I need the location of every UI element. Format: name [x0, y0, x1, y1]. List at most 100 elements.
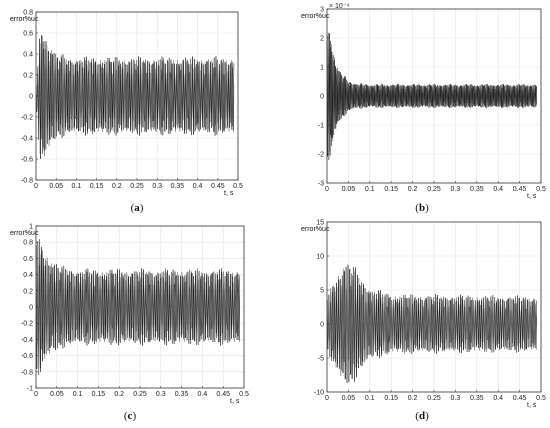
chart-panel-b: 0 0.05 0.1 0.15 0.2 0.25 0.3 0.35 0.4 0.45 0.5 3 2 1 0… [301, 3, 546, 214]
y-tick-label: 0.6 [23, 256, 33, 263]
x-tick-label: 0.3 [156, 391, 166, 398]
x-tick-label: 0.5 [233, 183, 243, 190]
y-tick-label: 0.4 [23, 52, 33, 59]
y-tick-label: 0.6 [23, 31, 33, 38]
y-tick-label: 3 [320, 7, 324, 14]
x-tick-label: 0.05 [50, 391, 64, 398]
y-axis-label: error%uc [10, 230, 39, 237]
series-line-overlay [35, 36, 235, 157]
caption-letter: a [134, 202, 140, 214]
x-tick-label: 0.2 [408, 186, 418, 193]
caption-open: ( [124, 410, 128, 422]
x-axis-label: t, s [527, 402, 537, 409]
x-tick-label: 0 [34, 391, 38, 398]
caption-open: ( [415, 410, 419, 422]
x-tick-label: 0.15 [90, 183, 104, 190]
x-tick-label: 0 [325, 395, 329, 402]
y-tick-label: 0.8 [23, 240, 33, 247]
y-axis-label: error%uc [301, 226, 330, 233]
x-tick-label: 0.25 [427, 186, 441, 193]
axis-exponent: × 10⁻⁴ [329, 3, 350, 10]
y-tick-label: 0 [320, 94, 324, 101]
y-tick-label: -2 [318, 152, 324, 159]
x-tick-label: 0.1 [365, 186, 375, 193]
x-tick-label: 0.2 [114, 391, 124, 398]
y-tick-label: -0.6 [21, 353, 33, 360]
x-tick-label: 0.35 [171, 183, 185, 190]
caption-letter: d [419, 410, 425, 422]
x-tick-label: 0.15 [384, 395, 398, 402]
x-tick-label: 0.4 [198, 391, 208, 398]
caption-letter: c [128, 410, 133, 422]
y-tick-label: 10 [316, 254, 324, 261]
y-tick-label: 0 [29, 94, 33, 101]
y-tick-label: 15 [316, 220, 324, 227]
y-axis-label: error%uc [10, 16, 39, 23]
x-tick-label: 0.45 [216, 391, 230, 398]
y-tick-label: -1 [27, 386, 33, 393]
x-tick-label: 0.05 [342, 395, 356, 402]
x-tick-label: 0.2 [112, 183, 122, 190]
chart-panel-c: 0 0.05 0.1 0.15 0.2 0.25 0.3 0.35 0.4 0.45 0.5 1 0.8… [10, 224, 249, 423]
x-tick-label: 0.1 [365, 395, 375, 402]
y-tick-label: -0.2 [21, 115, 33, 122]
y-axis-label: error%uc [301, 13, 330, 20]
y-tick-label: -0.2 [21, 321, 33, 328]
series-line [326, 32, 537, 161]
series-line-overlay [326, 35, 537, 152]
x-tick-label: 0.25 [133, 391, 147, 398]
y-tick-label: -0.4 [21, 337, 33, 344]
x-tick-label: 0.25 [427, 395, 441, 402]
x-tick-label: 0.05 [342, 186, 356, 193]
y-tick-label: -0.8 [21, 369, 33, 376]
x-tick-label: 0.3 [451, 186, 461, 193]
x-tick-label: 0.3 [152, 183, 162, 190]
y-tick-label: 1 [29, 224, 33, 231]
y-tick-label: 2 [320, 36, 324, 43]
y-tick-label: -0.4 [21, 136, 33, 143]
x-tick-label: 0.15 [92, 391, 106, 398]
y-tick-label: -0.8 [21, 178, 33, 185]
y-tick-label: 0.8 [23, 10, 33, 17]
panel-caption: (a) [131, 202, 144, 214]
caption-close: ) [425, 202, 429, 214]
x-tick-label: 0.25 [130, 183, 144, 190]
chart-panel-a: 0 0.05 0.1 0.15 0.2 0.25 0.3 0.35 0.4 0.45 0.5 0.8 0… [10, 10, 243, 215]
y-tick-label: -1 [318, 123, 324, 130]
x-axis-label: t, s [230, 398, 240, 405]
chart-panel-d: 0 0.05 0.1 0.15 0.2 0.25 0.3 0.35 0.4 0.45 0.5 15 10… [301, 220, 546, 423]
caption-close: ) [132, 410, 136, 422]
caption-close: ) [425, 410, 429, 422]
x-tick-label: 0.5 [536, 395, 546, 402]
series-line-overlay [326, 268, 537, 380]
x-tick-label: 0.2 [408, 395, 418, 402]
plot-frame [326, 221, 542, 393]
x-tick-label: 0.4 [193, 183, 203, 190]
x-tick-label: 0.45 [513, 395, 527, 402]
y-tick-label: 0.4 [23, 272, 33, 279]
x-tick-label: 0.35 [470, 395, 484, 402]
x-tick-label: 0 [325, 186, 329, 193]
y-tick-label: 1 [320, 65, 324, 72]
x-tick-label: 0.05 [49, 183, 63, 190]
x-tick-label: 0.35 [175, 391, 189, 398]
x-tick-label: 0.35 [470, 186, 484, 193]
panel-caption: (c) [124, 410, 137, 422]
plot-frame [35, 225, 245, 389]
y-tick-label: 0 [320, 322, 324, 329]
x-axis-label: t, s [527, 193, 537, 200]
caption-open: ( [415, 202, 419, 214]
x-tick-label: 0.4 [493, 186, 503, 193]
x-tick-label: 0.1 [72, 183, 82, 190]
y-tick-label: -5 [318, 356, 324, 363]
series-line-overlay [35, 245, 241, 368]
caption-close: ) [140, 202, 144, 214]
x-tick-label: 0.4 [493, 395, 503, 402]
y-tick-label: -3 [318, 181, 324, 188]
x-tick-label: 0.3 [451, 395, 461, 402]
x-tick-label: 0.45 [211, 183, 225, 190]
y-tick-label: 0.2 [23, 73, 33, 80]
panel-caption: (b) [415, 202, 429, 214]
x-tick-label: 0.5 [536, 186, 546, 193]
